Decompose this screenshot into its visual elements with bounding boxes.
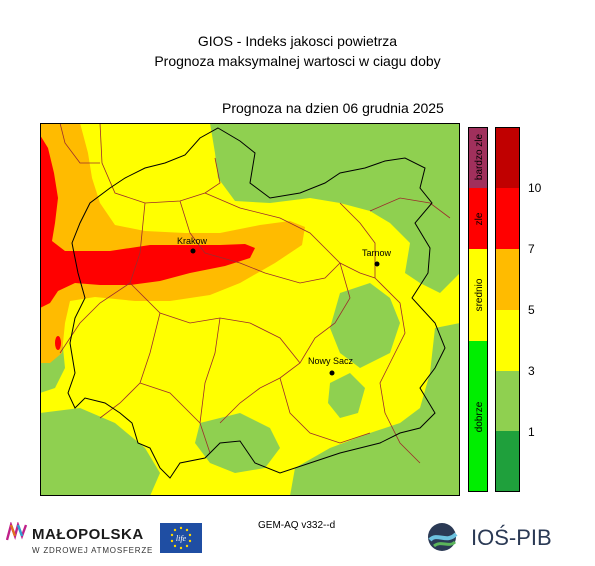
- value-color-scale: [495, 127, 520, 492]
- category-dobrze: [468, 341, 488, 492]
- malopolska-tagline: W ZDROWEJ ATMOSFERZE: [32, 546, 154, 555]
- eu-life-logo: life: [160, 523, 202, 553]
- ios-pib-name: IOŚ-PIB: [471, 525, 552, 550]
- city-marker-nowy-sacz: [329, 370, 335, 376]
- category-zle: [468, 188, 488, 249]
- orange-area: [40, 123, 305, 363]
- ios-pib-logo: IOŚ-PIB: [425, 520, 552, 559]
- district-borders: [59, 123, 451, 464]
- scale-band-7: [495, 188, 520, 249]
- green-area-south-east: [290, 323, 460, 496]
- green-area-south-west: [40, 408, 160, 496]
- category-bardzo-zle: [468, 127, 488, 188]
- malopolska-name: MAŁOPOLSKA: [32, 526, 144, 543]
- title-line-2: Prognoza maksymalnej wartosci w ciagu do…: [154, 53, 441, 69]
- scale-band-2: [495, 371, 520, 431]
- svg-text:life: life: [176, 534, 187, 543]
- scale-band-10: [495, 127, 520, 188]
- green-area-south: [195, 413, 280, 473]
- eu-stars-icon: life: [170, 526, 192, 550]
- malopolska-logo: MAŁOPOLSKA W ZDROWEJ ATMOSFERZE: [5, 521, 152, 555]
- map-frame: [40, 123, 460, 496]
- scale-band-5: [495, 249, 520, 310]
- scale-tick-3: 3: [528, 364, 535, 378]
- city-label-tarnow: Tarnow: [362, 248, 392, 258]
- green-area-east: [330, 283, 400, 368]
- red-spot-west: [55, 336, 61, 350]
- scale-tick-7: 7: [528, 242, 535, 256]
- scale-tick-10: 10: [528, 181, 542, 195]
- city-label-krakow: Krakow: [177, 236, 208, 246]
- forecast-date: Prognoza na dzien 06 grudnia 2025: [222, 100, 444, 116]
- red-area: [40, 135, 255, 308]
- scale-band-3: [495, 310, 520, 371]
- city-marker-tarnow: [374, 261, 380, 267]
- scale-tick-5: 5: [528, 303, 535, 317]
- green-area-ne: [210, 123, 460, 293]
- category-label-dobrze: dobrze: [474, 401, 485, 432]
- scale-band-1: [495, 431, 520, 492]
- title-line-1: GIOS - Indeks jakosci powietrza: [197, 33, 398, 49]
- category-srednio: [468, 249, 488, 341]
- category-label-srednio: srednio: [474, 278, 485, 311]
- malopolska-mark-icon: [5, 521, 28, 541]
- category-label-bardzo-zle: bardzo zle: [474, 133, 485, 180]
- model-version: GEM-AQ v332--d: [258, 520, 336, 531]
- forecast-map: Krakow Tarnow Nowy Sacz: [40, 123, 460, 496]
- green-area-central-south: [328, 373, 365, 418]
- city-marker-krakow: [190, 248, 196, 254]
- ios-pib-mark-icon: [428, 523, 458, 551]
- city-label-nowy-sacz: Nowy Sacz: [308, 356, 354, 366]
- scale-tick-1: 1: [528, 425, 535, 439]
- voivodeship-border: [67, 127, 446, 479]
- category-label-zle: zle: [474, 212, 485, 225]
- category-legend: bardzo zle zle srednio dobrze: [468, 127, 488, 492]
